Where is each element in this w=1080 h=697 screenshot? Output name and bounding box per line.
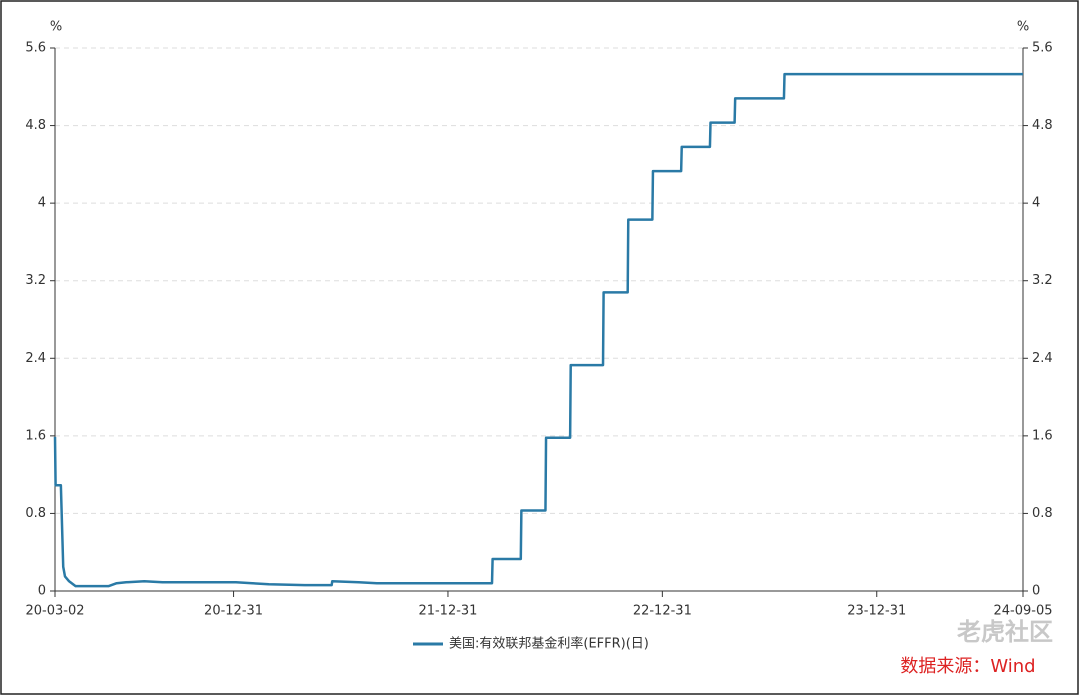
x-tick-label: 22-12-31 (633, 604, 692, 619)
y-tick-label: 4.8 (25, 118, 46, 133)
y2-tick-label: 4 (1032, 196, 1040, 211)
x-tick-label: 23-12-31 (847, 604, 906, 619)
y2-tick-label: 1.6 (1032, 428, 1053, 443)
y2-tick-label: 2.4 (1032, 351, 1053, 366)
y-tick-label: 5.6 (25, 41, 46, 56)
y-unit: % (50, 20, 62, 35)
y2-tick-label: 3.2 (1032, 273, 1053, 288)
x-tick-label: 20-12-31 (204, 604, 263, 619)
y-tick-label: 0 (38, 584, 46, 599)
x-tick-label: 20-03-02 (25, 604, 84, 619)
y-tick-label: 3.2 (25, 273, 46, 288)
data-line (53, 72, 1023, 588)
y2-unit: % (1017, 20, 1029, 35)
x-tick-label: 24-09-05 (993, 604, 1052, 619)
y-tick-label: 2.4 (25, 351, 46, 366)
y2-tick-label: 0 (1032, 584, 1040, 599)
y2-tick-label: 0.8 (1032, 506, 1053, 521)
x-tick-label: 21-12-31 (418, 604, 477, 619)
y-tick-label: 1.6 (25, 428, 46, 443)
y2-tick-label: 5.6 (1032, 41, 1053, 56)
y2-tick-label: 4.8 (1032, 118, 1053, 133)
y-tick-label: 0.8 (25, 506, 46, 521)
source-note: 数据来源：Wind (900, 656, 1035, 677)
y-tick-label: 4 (38, 196, 46, 211)
legend-label: 美国:有效联邦基金利率(EFFR)(日) (449, 636, 649, 652)
watermark: 老虎社区 (957, 618, 1053, 646)
